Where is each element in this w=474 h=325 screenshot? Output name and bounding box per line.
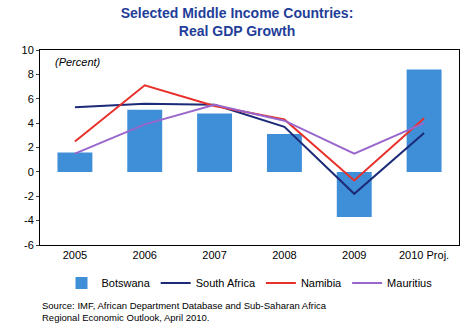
svg-text:8: 8 bbox=[28, 68, 34, 80]
svg-text:2009: 2009 bbox=[342, 249, 366, 261]
svg-text:-2: -2 bbox=[24, 190, 34, 202]
svg-text:-4: -4 bbox=[24, 214, 34, 226]
svg-text:-6: -6 bbox=[24, 239, 34, 251]
svg-text:0: 0 bbox=[28, 166, 34, 178]
svg-text:Botswana: Botswana bbox=[102, 277, 151, 289]
svg-text:4: 4 bbox=[28, 117, 34, 129]
svg-text:Mauritius: Mauritius bbox=[387, 277, 432, 289]
svg-text:2007: 2007 bbox=[202, 249, 226, 261]
svg-text:(Percent): (Percent) bbox=[55, 56, 101, 68]
svg-text:Selected Middle Income Countri: Selected Middle Income Countries:Real GD… bbox=[121, 5, 354, 39]
svg-text:Source: IMF, African Departmen: Source: IMF, African Department Database… bbox=[42, 300, 327, 323]
svg-text:South Africa: South Africa bbox=[196, 277, 256, 289]
svg-text:2005: 2005 bbox=[63, 249, 87, 261]
svg-text:10: 10 bbox=[22, 44, 34, 56]
svg-text:2006: 2006 bbox=[133, 249, 157, 261]
svg-text:6: 6 bbox=[28, 93, 34, 105]
svg-text:2008: 2008 bbox=[272, 249, 296, 261]
svg-text:2: 2 bbox=[28, 141, 34, 153]
svg-text:2010 Proj.: 2010 Proj. bbox=[399, 249, 449, 261]
svg-text:Namibia: Namibia bbox=[301, 277, 342, 289]
